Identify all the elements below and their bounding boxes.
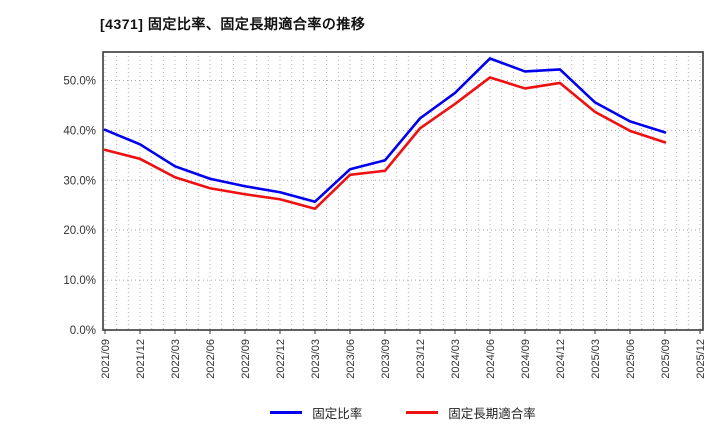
x-tick-label: 2025/12 xyxy=(695,339,707,379)
x-tick-label: 2025/03 xyxy=(590,339,602,379)
x-tick-label: 2022/06 xyxy=(205,339,217,379)
legend-swatch-fixed-ratio xyxy=(270,411,303,414)
legend-label-fixed-ratio: 固定比率 xyxy=(312,407,363,421)
series-line-1 xyxy=(103,76,667,211)
legend-item-fixed-ratio: 固定比率 xyxy=(270,403,362,422)
legend-swatch-fixed-longterm-ratio xyxy=(406,411,439,414)
y-tick-label: 30.0% xyxy=(63,175,96,187)
legend-label-fixed-longterm-ratio: 固定長期適合率 xyxy=(448,407,536,421)
x-tick-label: 2024/09 xyxy=(520,339,532,379)
axes-frame xyxy=(102,51,704,331)
x-tick-label: 2022/12 xyxy=(275,339,287,379)
y-tick-label: 0.0% xyxy=(70,325,96,337)
x-tick-label: 2023/03 xyxy=(310,339,322,379)
x-tick-label: 2023/12 xyxy=(415,339,427,379)
x-tick-label: 2022/03 xyxy=(170,339,182,379)
y-tick-label: 20.0% xyxy=(63,225,96,237)
series-line-0 xyxy=(103,57,667,204)
legend-item-fixed-longterm-ratio: 固定長期適合率 xyxy=(406,403,536,422)
y-tick-label: 10.0% xyxy=(63,275,96,287)
x-tick-label: 2023/06 xyxy=(345,339,357,379)
y-tick-label: 40.0% xyxy=(63,125,96,137)
chart-title: [4371] 固定比率、固定長期適合率の推移 xyxy=(100,16,366,32)
x-tick-label: 2021/09 xyxy=(100,339,112,379)
x-tick-label: 2025/09 xyxy=(660,339,672,379)
x-tick-label: 2024/12 xyxy=(555,339,567,379)
x-tick-label: 2024/06 xyxy=(485,339,497,379)
legend: 固定比率 固定長期適合率 xyxy=(86,403,720,422)
x-tick-label: 2021/12 xyxy=(135,339,147,379)
y-tick-label: 50.0% xyxy=(63,75,96,87)
x-tick-label: 2024/03 xyxy=(450,339,462,379)
x-tick-label: 2025/06 xyxy=(625,339,637,379)
x-tick-label: 2023/09 xyxy=(380,339,392,379)
x-tick-label: 2022/09 xyxy=(240,339,252,379)
